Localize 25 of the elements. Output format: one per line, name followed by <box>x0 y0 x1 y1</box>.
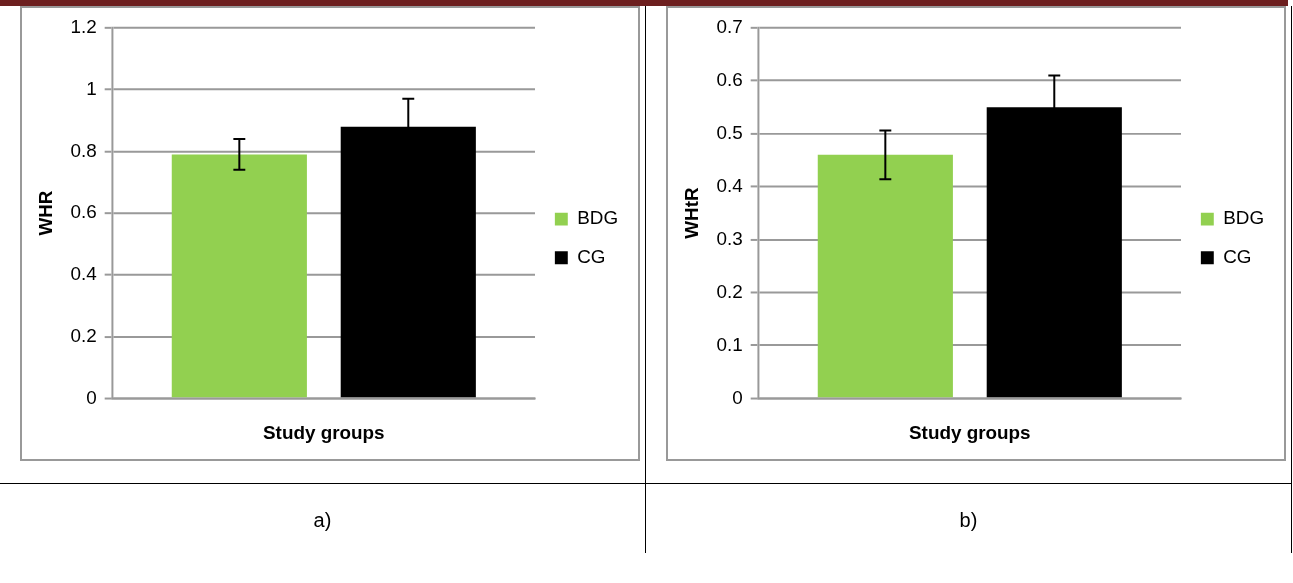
y-tick-label: 0 <box>86 386 97 408</box>
text: b) <box>646 483 1291 553</box>
y-tick-label: 0.3 <box>716 227 743 249</box>
y-tick-label: 0.6 <box>716 68 743 90</box>
y-tick-label: 1.2 <box>70 16 97 38</box>
x-axis-title: Study groups <box>909 422 1031 444</box>
y-tick-label: 0 <box>732 386 743 408</box>
y-tick-label: 0.1 <box>716 333 743 355</box>
y-tick-label: 0.6 <box>70 201 97 223</box>
legend-label: BDG <box>577 207 619 229</box>
y-tick-label: 0.4 <box>716 174 743 196</box>
y-tick-label: 0.2 <box>70 324 97 346</box>
legend-label: CG <box>577 245 606 267</box>
y-tick-label: 0.5 <box>716 121 743 143</box>
y-tick-label: 0.8 <box>70 139 97 161</box>
legend-label: BDG <box>1223 207 1265 229</box>
y-axis-title: WHtR <box>681 187 703 239</box>
y-tick-label: 1 <box>86 77 97 99</box>
y-tick-label: 0.7 <box>716 16 743 38</box>
text: a) <box>0 483 645 553</box>
y-tick-label: 0.2 <box>716 280 743 302</box>
y-axis-title: WHR <box>35 190 57 236</box>
x-axis-title: Study groups <box>263 422 385 444</box>
legend-label: CG <box>1223 245 1252 267</box>
y-tick-label: 0.4 <box>70 263 97 285</box>
